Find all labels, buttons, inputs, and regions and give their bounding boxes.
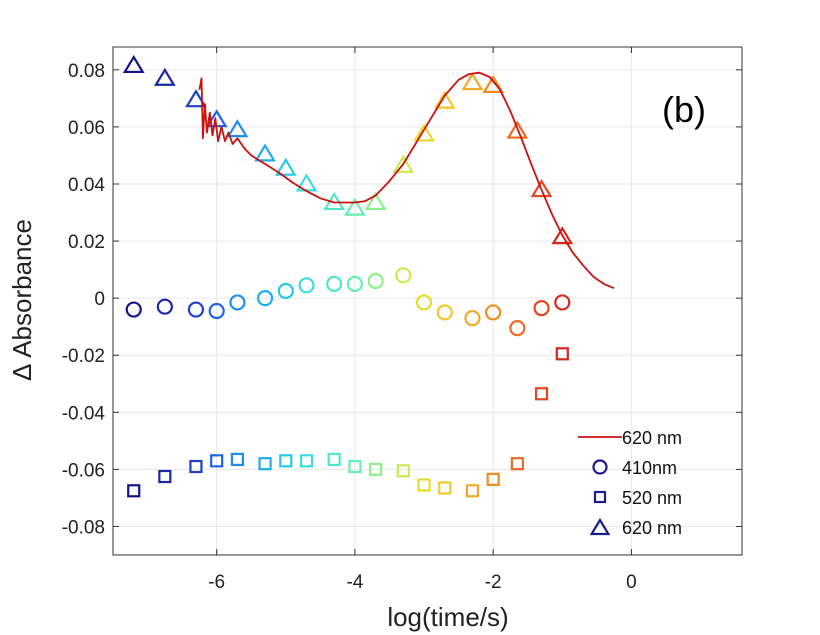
series-line-620nm-fit — [198, 71, 615, 290]
point-410nm-circle — [509, 320, 526, 337]
point-620nm-triangle — [392, 154, 415, 173]
point-520nm-square — [510, 457, 524, 471]
point-520nm-square — [465, 484, 480, 498]
point-620nm-triangle — [461, 72, 484, 91]
point-410nm-circle — [208, 302, 225, 320]
point-620nm-triangle — [413, 123, 435, 142]
point-620nm-triangle — [226, 119, 249, 138]
point-410nm-circle — [415, 294, 433, 311]
point-520nm-square — [299, 454, 314, 468]
point-620nm-triangle — [530, 179, 553, 198]
point-620nm-triangle — [153, 67, 176, 86]
x-tick-label: 0 — [626, 572, 637, 593]
series-layer — [122, 54, 615, 498]
point-410nm-circle — [554, 294, 571, 311]
point-520nm-square — [127, 484, 141, 498]
point-520nm-square — [279, 454, 293, 468]
point-410nm-circle — [277, 282, 294, 300]
point-620nm-triangle — [185, 89, 207, 108]
y-tick-label: -0.06 — [62, 460, 105, 481]
y-tick-label: 0.02 — [68, 232, 105, 253]
point-620nm-triangle — [506, 120, 529, 139]
y-tick-label: -0.02 — [62, 346, 105, 367]
x-axis-title: log(time/s) — [387, 602, 508, 632]
legend-square-swatch — [593, 490, 607, 504]
point-520nm-square — [369, 462, 383, 476]
y-tick-label: 0.04 — [68, 175, 105, 196]
legend-circle-swatch — [592, 459, 608, 475]
point-520nm-square — [534, 387, 549, 401]
x-tick-label: -2 — [485, 572, 502, 593]
point-520nm-square — [486, 472, 500, 486]
point-620nm-triangle — [274, 157, 297, 176]
panel-label: (b) — [662, 89, 706, 130]
point-410nm-circle — [229, 294, 246, 311]
point-620nm-triangle — [254, 143, 276, 162]
point-520nm-square — [327, 452, 341, 466]
point-620nm-triangle — [344, 197, 366, 216]
point-620nm-triangle — [551, 226, 574, 245]
point-410nm-circle — [156, 298, 173, 315]
y-tick-label: -0.08 — [62, 517, 105, 538]
legend-label: 620 nm — [622, 428, 682, 448]
legend: 620 nm 410nm 520 nm 620 nm — [578, 428, 682, 538]
grid — [113, 47, 742, 555]
point-410nm-circle — [298, 277, 315, 294]
point-520nm-square — [210, 454, 224, 468]
point-620nm-triangle — [433, 90, 456, 109]
point-410nm-circle — [256, 290, 274, 307]
point-410nm-circle — [346, 275, 364, 292]
y-axis-title: Δ Absorbance — [7, 219, 37, 381]
point-410nm-circle — [367, 272, 384, 290]
point-520nm-square — [230, 452, 245, 466]
point-520nm-square — [396, 464, 410, 478]
point-520nm-square — [189, 459, 203, 474]
point-410nm-circle — [436, 304, 453, 321]
plot-frame — [112, 46, 743, 556]
point-620nm-triangle — [122, 54, 145, 74]
point-620nm-triangle — [482, 74, 505, 94]
y-tick-label: 0 — [94, 289, 105, 310]
point-520nm-square — [555, 347, 569, 361]
point-410nm-circle — [464, 310, 481, 327]
point-410nm-circle — [125, 301, 142, 318]
point-620nm-triangle — [364, 191, 387, 211]
point-520nm-square — [438, 481, 452, 495]
y-tick-label: 0.08 — [68, 61, 105, 82]
x-tick-label: -6 — [208, 572, 225, 593]
legend-label: 520 nm — [622, 488, 682, 508]
point-410nm-circle — [326, 275, 343, 292]
point-520nm-square — [417, 478, 431, 492]
point-520nm-square — [158, 469, 172, 484]
y-tick-label: -0.04 — [62, 403, 106, 424]
y-tick-label: 0.06 — [68, 118, 105, 139]
point-410nm-circle — [395, 267, 412, 284]
legend-triangle-swatch — [589, 517, 611, 536]
point-410nm-circle — [533, 300, 550, 317]
point-410nm-circle — [187, 301, 205, 318]
legend-label: 620 nm — [622, 518, 682, 538]
x-tick-label: -4 — [346, 572, 363, 593]
legend-label: 410nm — [622, 458, 677, 478]
axis-ticks: -6 -4 -2 0 0.08 0.06 0.04 0.02 0 -0.02 -0.04 -0.06 -… — [62, 47, 742, 593]
point-410nm-circle — [485, 304, 502, 321]
point-520nm-square — [258, 457, 272, 471]
point-520nm-square — [348, 459, 362, 474]
